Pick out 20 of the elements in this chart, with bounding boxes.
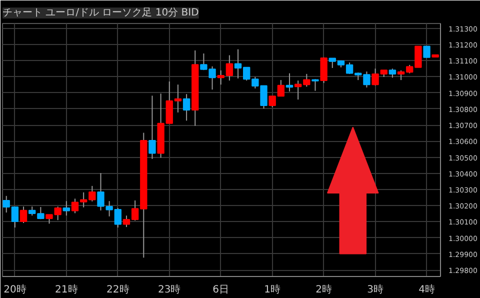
candlestick (423, 46, 430, 58)
candlestick (312, 78, 319, 92)
candlestick (20, 206, 28, 224)
candlestick (388, 68, 396, 78)
x-tick-label: 6日 (212, 284, 230, 296)
candlestick (148, 95, 156, 160)
x-tick-label: 3時 (367, 284, 384, 296)
x-tick-label: 22時 (106, 284, 130, 296)
x-tick-label: 1時 (264, 284, 281, 296)
x-tick-label: 21時 (55, 284, 78, 296)
candlestick (71, 198, 79, 214)
chart-title: チャート ユーロ/ドル ローソク足 10分 BID (2, 6, 200, 18)
x-tick-label: 2時 (316, 284, 332, 296)
x-tick-label: 20時 (4, 284, 26, 296)
x-tick-label: 23時 (158, 284, 181, 296)
candlestick (62, 200, 70, 216)
candlestick (286, 72, 294, 92)
candlestick (320, 56, 328, 84)
x-tick-label: 4時 (418, 284, 435, 296)
candlestick (182, 94, 190, 122)
